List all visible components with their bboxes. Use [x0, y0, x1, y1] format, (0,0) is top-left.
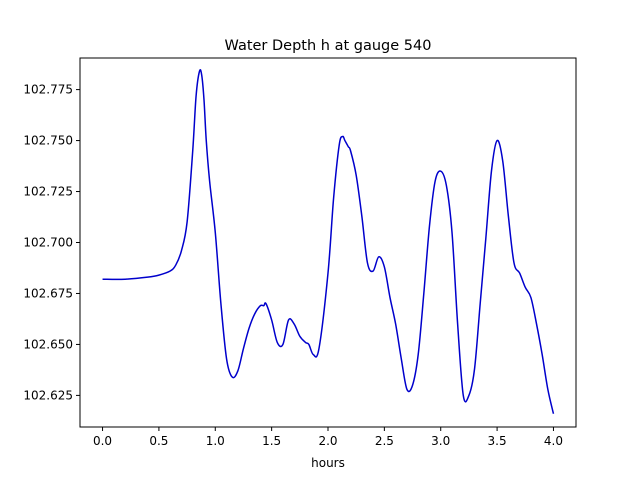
- plot-frame: [79, 57, 577, 428]
- x-axis: 0.0 0.5 1.0 1.5 2.0 2.5 3.0 3.5 4.0: [93, 427, 563, 448]
- y-tick-label: 102.750: [23, 134, 73, 148]
- y-axis: 102.625 102.650 102.675 102.700 102.725 102.7…: [23, 83, 80, 402]
- x-tick-label: 1.0: [206, 434, 225, 448]
- y-tick-label: 102.725: [23, 185, 73, 199]
- y-tick-label: 102.625: [23, 388, 73, 402]
- y-tick-label: 102.700: [23, 236, 73, 250]
- y-tick-label: 102.650: [23, 337, 73, 351]
- x-tick-label: 1.5: [262, 434, 281, 448]
- x-tick-label: 3.0: [431, 434, 450, 448]
- x-tick-label: 4.0: [544, 434, 563, 448]
- x-tick-label: 0.0: [93, 434, 112, 448]
- y-tick-label: 102.675: [23, 286, 73, 300]
- x-tick-label: 2.0: [318, 434, 337, 448]
- x-axis-label: hours: [311, 456, 345, 470]
- series-layer: [102, 69, 555, 414]
- x-tick-label: 3.5: [488, 434, 507, 448]
- y-tick-label: 102.775: [23, 83, 73, 97]
- series-line: [102, 69, 555, 414]
- x-tick-label: 2.5: [375, 434, 394, 448]
- x-tick-label: 0.5: [149, 434, 168, 448]
- chart-title: Water Depth h at gauge 540: [225, 38, 432, 54]
